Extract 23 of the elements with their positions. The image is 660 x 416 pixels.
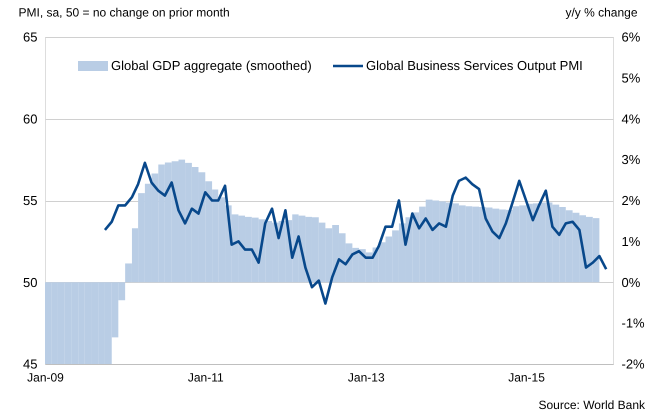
y2-tick-label: 1% <box>622 234 641 249</box>
y-tick-label: 50 <box>23 274 38 290</box>
x-tick-label: Jan-11 <box>188 370 224 384</box>
x-tick-label: Jan-15 <box>508 370 546 384</box>
x-tick-label: Jan-09 <box>27 370 64 384</box>
y-tick-label: 45 <box>23 356 38 372</box>
y2-tick-label: 4% <box>622 111 641 126</box>
y-axis-title: PMI, sa, 50 = no change on prior month <box>18 6 230 20</box>
y2-tick-label: 5% <box>622 70 641 86</box>
y-tick-label: 55 <box>23 193 38 208</box>
y2-tick-label: 6% <box>622 30 641 44</box>
y2-tick-label: 2% <box>622 193 641 208</box>
y2-tick-label: -1% <box>622 316 646 331</box>
y-tick-label: 60 <box>23 111 38 126</box>
y2-axis-title: y/y % change <box>565 6 638 20</box>
y2-tick-label: 3% <box>622 152 641 168</box>
source-note: Source: World Bank <box>538 398 646 412</box>
x-tick-label: Jan-13 <box>348 370 385 384</box>
y2-tick-label: -2% <box>622 356 646 372</box>
y2-tick-label: 0% <box>622 274 641 290</box>
y-tick-label: 65 <box>23 30 38 44</box>
legend-label: Global Business Services Output PMI <box>366 58 583 73</box>
legend-label: Global GDP aggregate (smoothed) <box>111 58 312 73</box>
